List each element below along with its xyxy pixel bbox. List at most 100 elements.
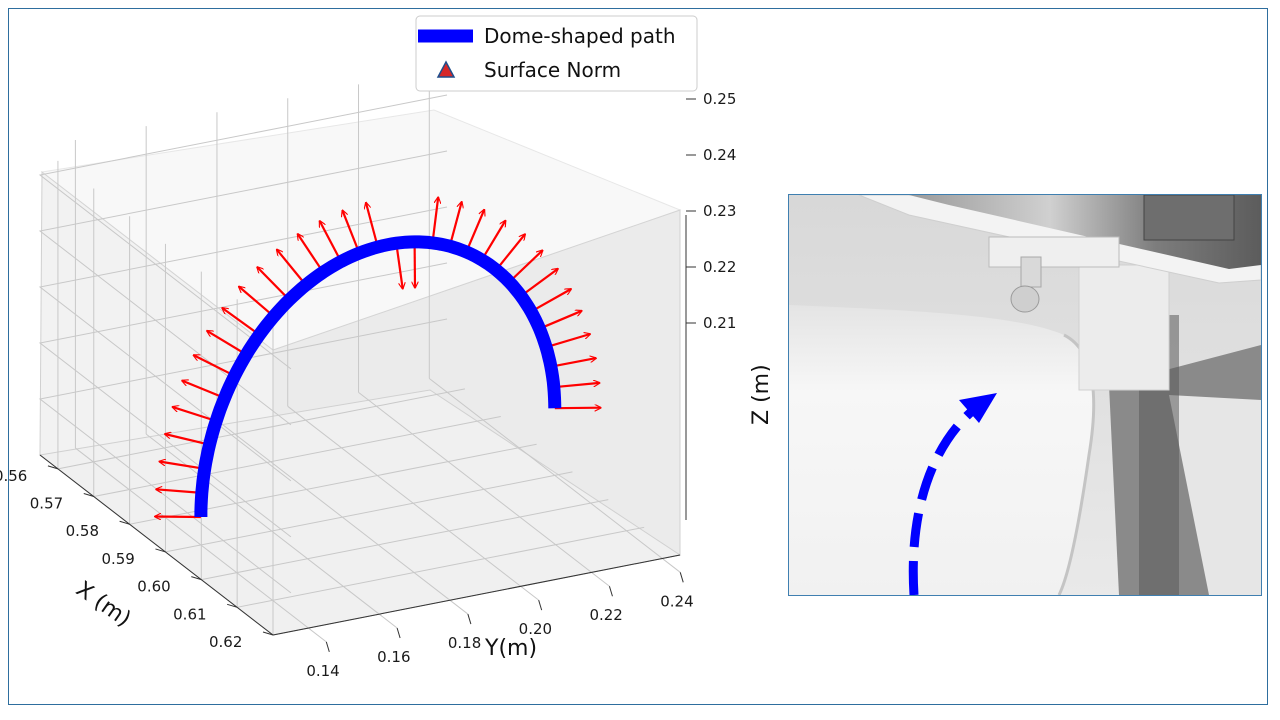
norm-arrow-27 [545,334,590,349]
grid-line-floor-y-2 [216,419,469,615]
x-axis-line [39,454,274,636]
motion-arrow-path [908,401,982,595]
x-tick-mark-4 [191,576,202,581]
norm-arrow-28 [550,358,596,368]
motion-arrow-head [959,393,997,423]
z-tick-label-3: 0.24 [703,146,736,164]
surface-norm-vectors [155,197,601,517]
effector-stem [1020,256,1042,288]
x-axis-label: X (m) [71,577,135,632]
norm-arrow-19 [448,202,462,247]
norm-arrow-11 [277,249,307,286]
y-tick-label-3: 0.20 [519,620,552,638]
x-tick-mark-3 [155,548,166,553]
norm-arrow-21 [480,221,506,261]
legend: Dome-shaped path Surface Norm [415,15,698,92]
grid-line-z-2 [38,206,448,482]
grid-line-z-0 [38,318,448,594]
x-tick-label-4: 0.60 [137,578,170,596]
y-tick-label-4: 0.22 [589,606,622,624]
x-ticks: 0.560.570.580.590.600.610.62 [0,465,274,651]
norm-arrow-16 [395,243,402,289]
norm-arrow-30 [554,408,601,409]
robot-photo [789,195,1261,595]
y-tick-label-2: 0.18 [448,634,481,652]
x-tick-mark-2 [119,520,130,525]
y-axis-line [272,554,681,636]
y-tick-mark-4 [608,586,613,597]
x-tick-label-3: 0.59 [101,550,134,568]
z-tick-label-1: 0.22 [703,258,736,276]
norm-arrow-6 [194,354,236,377]
norm-arrow-24 [520,269,558,297]
norm-arrow-13 [318,221,342,263]
z-tick-label-4: 0.25 [703,90,736,108]
grid-line-floor-y-5 [428,378,681,573]
grid-line-floor-x-0 [57,388,466,470]
norm-arrow-10 [257,267,291,301]
x-tick-mark-1 [83,493,94,498]
effector-ball [1010,285,1040,313]
y-tick-mark-3 [538,600,543,611]
effector-mount [988,236,1120,268]
norm-arrow-26 [539,311,582,330]
grid-lines [38,70,681,643]
norm-arrow-2 [159,462,205,470]
x-tick-label-6: 0.62 [209,633,242,651]
norm-arrow-23 [508,250,542,283]
norm-arrow-7 [207,331,247,356]
norm-arrow-3 [165,434,210,446]
z-ticks: 0.21 0.22 0.23 0.24 0.25 [686,90,736,332]
x-tick-label-5: 0.61 [173,605,206,623]
z-tick-label-0: 0.21 [703,314,736,332]
norm-arrow-22 [495,234,525,271]
y-tick-label-0: 0.14 [306,662,339,680]
y-tick-label-5: 0.24 [660,592,693,610]
norm-arrow-4 [172,407,217,423]
x-tick-label-0: 0.56 [0,467,27,485]
photo-panel [788,194,1262,596]
norm-arrow-1 [156,489,202,494]
norm-arrow-20 [465,210,484,253]
grid-line-floor-y-0 [75,447,327,643]
grid-line-z-4 [38,94,448,370]
norm-arrow-15 [366,203,379,248]
norm-arrow-9 [239,287,275,318]
legend-label-norm: Surface Norm [484,58,621,82]
grid-line-floor-x-5 [237,526,645,608]
norm-arrow-14 [342,210,361,254]
x-tick-label-1: 0.57 [30,495,63,513]
grid-line-floor-x-3 [165,471,573,553]
x-tick-mark-0 [47,465,59,470]
y-tick-mark-5 [679,572,684,583]
grid-line-floor-x-4 [201,499,609,581]
y-axis-label: Y(m) [484,636,537,661]
z-axis-label: Z (m) [749,364,770,425]
flange-bracket [1143,195,1235,241]
y-tick-mark-0 [325,641,330,653]
y-tick-label-1: 0.16 [377,648,410,666]
norm-arrow-8 [222,308,261,336]
x-tick-label-2: 0.58 [66,522,99,540]
figure-frame [8,8,1268,705]
norm-arrow-0 [155,517,201,518]
support-block [1078,264,1170,391]
y-tick-mark-2 [467,613,472,625]
norm-arrow-5 [182,381,226,400]
right-light-panel [1169,395,1261,595]
grid-line-floor-y-3 [287,405,539,601]
norm-arrow-12 [298,234,325,273]
dome-shaped-path [194,235,562,517]
grid-line-floor-x-1 [93,416,501,498]
grid-line-z-3 [38,150,448,426]
legend-box [415,15,698,92]
z-tick-label-2: 0.23 [703,202,736,220]
grid-line-floor-y-4 [358,391,610,587]
norm-arrow-18 [431,197,439,244]
y-tick-mark-1 [396,627,401,639]
norm-arrow-29 [553,383,600,389]
x-tick-mark-6 [262,631,274,636]
legend-triangle-marker [436,60,456,78]
3d-plot: 0.560.570.580.590.600.610.62 0.14 0.16 0.1… [0,15,770,680]
x-tick-mark-5 [227,603,238,608]
